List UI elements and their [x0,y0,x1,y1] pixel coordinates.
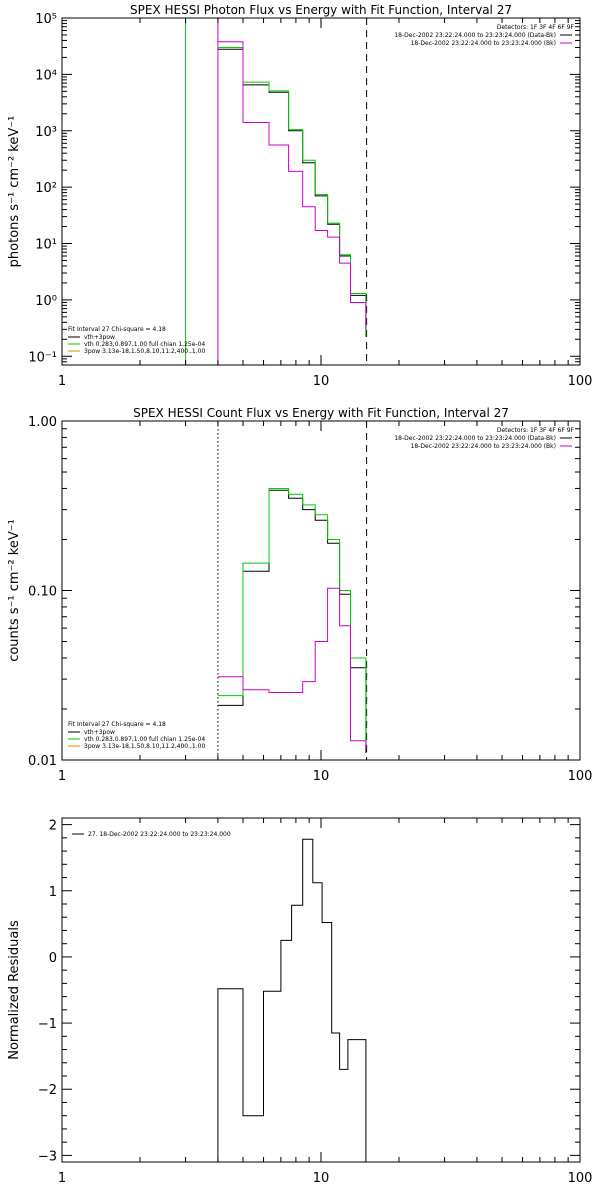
legend-entry-1: 18-Dec-2002 23:22:24.000 to 23:23:24.000… [394,32,556,39]
y-tick-label: −2 [38,1083,57,1098]
fit-legend-entry-3: 3pow 3.13e-18,1.50,8.10,11.2,400.,1.00 [84,743,205,750]
y-tick-label: 10⁵ [35,12,57,27]
y-tick-label: 2 [49,819,57,834]
legend-entry-1: 18-Dec-2002 23:22:24.000 to 23:23:24.000… [394,435,556,442]
plot-frame [61,420,581,761]
y-tick-label: 10⁻¹ [28,350,57,365]
y-axis-label: Normalized Residuals [7,920,22,1060]
legend-entry-1: 27. 18-Dec-2002 23:22:24.000 to 23:23:24… [88,831,231,838]
y-tick-label: 10¹ [35,238,57,253]
y-tick-label: 10³ [35,125,57,140]
series-line-1 [217,489,367,753]
x-tick-label: 10 [313,1171,330,1186]
x-tick-label: 1 [58,1171,66,1186]
fit-legend-entry-1: vth+3pow [84,334,115,341]
series-line-1 [217,838,367,1162]
x-tick-label: 1 [58,769,66,784]
y-tick-label: 10⁰ [35,294,57,309]
detectors-text: Detectors: 1F 3F 4F 6F 9F [497,427,575,434]
series-line-1 [217,48,367,337]
chart-title: SPEX HESSI Photon Flux vs Energy with Fi… [130,3,512,17]
x-tick-label: 10 [313,374,330,389]
y-tick-label: 1.00 [28,415,57,430]
plot-frame [61,817,581,1163]
chart-panel-3: Normalized Residuals 1 10 100 −3 −2 −1 0 1 2 27. 1… [7,817,593,1186]
x-tick-label: 100 [568,769,593,784]
series-line-3 [217,41,367,330]
series-line-3 [217,587,367,750]
x-tick-label: 100 [568,1171,593,1186]
fit-legend-entry-2: vth 0.283,0.897,1.00 full chian 1.25e-04 [84,341,205,348]
fit-header-text: Fit Interval 27 Chi-square = 4.18 [68,721,166,728]
plot-frame [61,17,581,366]
fit-legend-entry-2: vth 0.283,0.897,1.00 full chian 1.25e-04 [84,736,205,743]
y-tick-label: −3 [38,1149,57,1164]
fit-legend-entry-3: 3pow 3.13e-18,1.50,8.10,11.2,400.,1.00 [84,348,205,355]
legend-entry-2: 18-Dec-2002 23:22:24.000 to 23:23:24.000… [411,40,556,47]
chart-panel-2: SPEX HESSI Count Flux vs Energy with Fit… [7,406,592,784]
x-tick-label: 10 [313,769,330,784]
y-tick-label: −1 [38,1017,57,1032]
x-tick-label: 1 [58,374,66,389]
detectors-text: Detectors: 1F 3F 4F 6F 9F [497,24,575,31]
series-line-2 [217,488,367,747]
legend-entry-2: 18-Dec-2002 23:22:24.000 to 23:23:24.000… [411,443,556,450]
y-axis-label: counts s⁻¹ cm⁻² keV⁻¹ [7,519,22,662]
y-tick-label: 0.10 [28,585,57,600]
x-tick-label: 100 [568,374,593,389]
y-tick-label: 1 [49,885,57,900]
fit-header-text: Fit Interval 27 Chi-square = 4.18 [68,326,166,333]
series-line-2 [217,47,367,337]
y-tick-label: 0 [49,951,57,966]
y-axis-label: photons s⁻¹ cm⁻² keV⁻¹ [7,116,22,268]
chart-panel-1: SPEX HESSI Photon Flux vs Energy with Fi… [7,3,592,389]
y-tick-label: 10² [35,181,57,196]
y-tick-label: 0.01 [28,754,57,769]
chart-title: SPEX HESSI Count Flux vs Energy with Fit… [133,406,509,420]
y-tick-label: 10⁴ [35,68,57,83]
fit-legend-entry-1: vth+3pow [84,729,115,736]
